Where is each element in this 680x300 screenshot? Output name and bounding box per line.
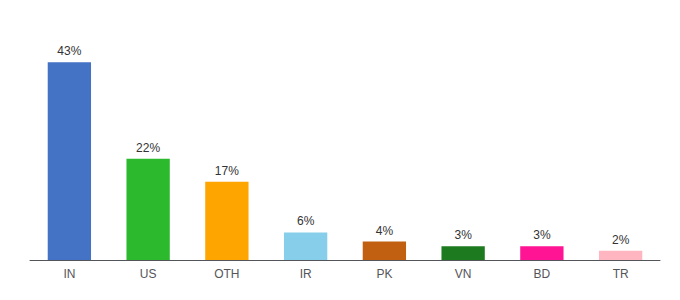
svg-text:2%: 2% <box>612 233 630 247</box>
svg-text:43%: 43% <box>57 44 81 58</box>
svg-text:VN: VN <box>455 267 472 281</box>
svg-text:IR: IR <box>300 267 312 281</box>
svg-text:IN: IN <box>63 267 75 281</box>
svg-text:TR: TR <box>613 267 629 281</box>
svg-text:3%: 3% <box>454 228 472 242</box>
svg-text:4%: 4% <box>376 224 394 238</box>
svg-text:OTH: OTH <box>214 267 239 281</box>
svg-text:US: US <box>140 267 157 281</box>
svg-text:22%: 22% <box>136 141 160 155</box>
svg-text:17%: 17% <box>215 164 239 178</box>
svg-text:PK: PK <box>376 267 392 281</box>
svg-text:BD: BD <box>534 267 551 281</box>
svg-text:6%: 6% <box>297 214 315 228</box>
svg-text:3%: 3% <box>533 228 551 242</box>
